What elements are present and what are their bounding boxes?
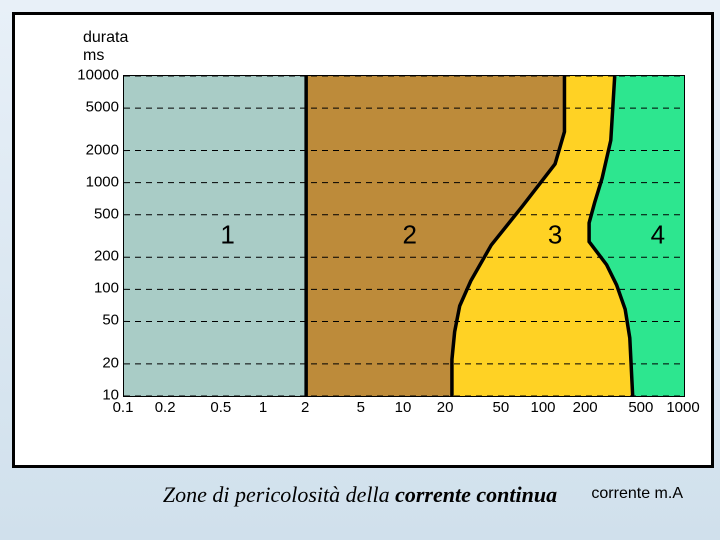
y-axis-title: durata ms xyxy=(83,29,128,64)
y-tick-label: 5000 xyxy=(86,99,119,116)
x-tick-label: 2 xyxy=(301,399,309,416)
y-tick-label: 200 xyxy=(94,248,119,265)
y-tick-label: 100 xyxy=(94,280,119,297)
x-tick-label: 100 xyxy=(530,399,555,416)
x-tick-label: 200 xyxy=(573,399,598,416)
y-tick-label: 10000 xyxy=(77,67,119,84)
x-tick-label: 0.1 xyxy=(113,399,134,416)
x-tick-label: 1000 xyxy=(666,399,699,416)
zone-label-4: 4 xyxy=(651,220,665,251)
caption-bold: corrente continua xyxy=(395,482,557,507)
x-tick-label: 50 xyxy=(493,399,510,416)
zone-label-3: 3 xyxy=(548,220,562,251)
plot-region: 1 2 3 4 xyxy=(123,75,685,397)
caption-prefix: Zone di pericolosità della xyxy=(163,482,395,507)
x-tick-label: 10 xyxy=(395,399,412,416)
zone-label-1: 1 xyxy=(220,220,234,251)
x-tick-label: 20 xyxy=(437,399,454,416)
chart-area: durata ms 1234 corrente m.A 100005000200… xyxy=(43,25,683,455)
chart-frame: durata ms 1234 corrente m.A 100005000200… xyxy=(12,12,714,468)
y-tick-label: 2000 xyxy=(86,141,119,158)
x-tick-label: 0.5 xyxy=(210,399,231,416)
y-tick-label: 1000 xyxy=(86,173,119,190)
chart-caption: Zone di pericolosità della corrente cont… xyxy=(0,482,720,508)
y-tick-label: 20 xyxy=(102,354,119,371)
x-tick-label: 1 xyxy=(259,399,267,416)
y-title-line2: ms xyxy=(83,47,104,64)
x-tick-label: 500 xyxy=(628,399,653,416)
y-title-line1: durata xyxy=(83,29,128,46)
x-tick-label: 5 xyxy=(357,399,365,416)
x-tick-label: 0.2 xyxy=(155,399,176,416)
y-tick-label: 50 xyxy=(102,312,119,329)
zone-label-2: 2 xyxy=(403,220,417,251)
y-tick-label: 500 xyxy=(94,205,119,222)
